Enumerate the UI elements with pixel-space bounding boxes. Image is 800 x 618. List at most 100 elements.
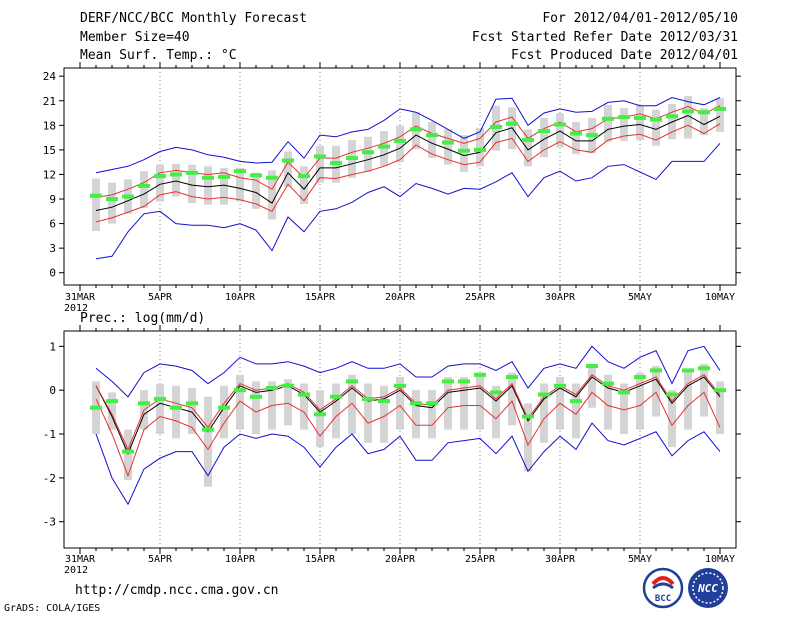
range-box: [716, 381, 724, 435]
range-box: [172, 385, 180, 439]
range-box: [460, 377, 468, 430]
range-box: [220, 385, 228, 439]
range-box: [348, 374, 356, 435]
range-box: [684, 95, 692, 139]
x-tick-label: 5MAY: [628, 292, 652, 303]
y-tick-label: 12: [43, 168, 56, 181]
chart-title: DERF/NCC/BCC Monthly Forecast: [80, 11, 307, 26]
x-tick-label: 31MAR: [65, 554, 96, 565]
x-tick-label: 30APR: [545, 554, 576, 565]
series-ensemble_mean: [95, 114, 721, 211]
range-box: [172, 163, 180, 197]
bcc-logo-text: BCC: [655, 594, 671, 604]
y-tick-label: 1: [49, 340, 56, 353]
range-box: [524, 403, 532, 472]
range-box: [316, 390, 324, 448]
range-box: [652, 366, 660, 417]
range-box: [572, 383, 580, 439]
range-box: [716, 98, 724, 132]
range-box: [444, 377, 452, 430]
range-box: [444, 129, 452, 165]
range-box: [156, 164, 164, 202]
range-box: [380, 385, 388, 443]
series-lower_stat: [95, 123, 721, 223]
range-box: [236, 167, 244, 202]
x-tick-label: 5APR: [148, 554, 173, 565]
range-box: [604, 374, 612, 430]
range-box: [604, 104, 612, 142]
y-tick-label: -3: [43, 516, 56, 529]
range-box: [108, 182, 116, 224]
range-box: [156, 383, 164, 435]
range-box: [492, 385, 500, 439]
series-upper_stat: [95, 374, 721, 451]
range-box: [108, 392, 116, 430]
ncc-logo: NCC: [688, 568, 728, 608]
range-box: [268, 170, 276, 220]
range-box: [700, 363, 708, 417]
x-tick-label: 25APR: [465, 554, 496, 565]
range-box: [300, 166, 308, 204]
y-tick-label: 0: [49, 384, 56, 397]
range-box: [364, 383, 372, 443]
x-tick-label: 10MAY: [705, 292, 735, 303]
x-tick-label: 10APR: [225, 292, 256, 303]
series-max: [95, 345, 721, 398]
refer-date: Fcst Started Refer Date 2012/03/31: [471, 30, 738, 45]
x-tick-label: 15APR: [305, 554, 336, 565]
y-tick-label: 15: [43, 144, 56, 157]
range-box: [364, 136, 372, 172]
y-tick-label: 3: [49, 242, 56, 255]
x-tick-label: 20APR: [385, 292, 416, 303]
range-box: [396, 125, 404, 163]
range-box: [140, 171, 148, 209]
x-tick-label: 31MAR: [65, 292, 96, 303]
produced-date: Fcst Produced Date 2012/04/01: [511, 48, 738, 63]
range-box: [460, 135, 468, 172]
range-box: [92, 178, 100, 231]
range-box: [476, 372, 484, 430]
logos: BCC NCC: [642, 567, 728, 609]
y-tick-label: 0: [49, 267, 56, 280]
range-box: [284, 151, 292, 187]
bcc-logo: BCC: [642, 567, 684, 609]
range-box: [428, 390, 436, 439]
series-upper_stat: [95, 105, 721, 198]
range-box: [588, 363, 596, 408]
range-box: [620, 383, 628, 435]
range-box: [188, 164, 196, 204]
y-tick-label: 21: [43, 95, 56, 108]
x-tick-label: 10APR: [225, 554, 256, 565]
range-box: [540, 383, 548, 443]
range-box: [508, 372, 516, 426]
range-box: [652, 109, 660, 146]
forecast-range: For 2012/04/01-2012/05/10: [542, 11, 738, 26]
grads-credit: GrADS: COLA/IGES: [4, 603, 101, 614]
y-tick-label: 6: [49, 218, 56, 231]
x-tick-label: 20APR: [385, 554, 416, 565]
x-tick-year: 2012: [64, 303, 88, 314]
y-tick-label: -1: [43, 428, 56, 441]
range-box: [636, 372, 644, 430]
x-tick-label: 5MAY: [628, 554, 652, 565]
series-lower_stat: [95, 391, 721, 478]
ncc-logo-text: NCC: [697, 582, 718, 595]
x-tick-label: 5APR: [148, 292, 173, 303]
series-ensemble_mean: [95, 376, 721, 455]
range-box: [284, 379, 292, 426]
range-box: [252, 381, 260, 435]
source-url[interactable]: http://cmdp.ncc.cma.gov.cn: [75, 583, 279, 598]
range-box: [204, 166, 212, 205]
range-box: [700, 108, 708, 136]
range-box: [412, 390, 420, 439]
range-box: [572, 122, 580, 154]
variable-label: Mean Surf. Temp.: °C: [80, 48, 237, 63]
precip-panel-label: Prec.: log(mm/d): [80, 311, 205, 326]
range-box: [428, 122, 436, 159]
range-box: [332, 383, 340, 439]
range-box: [204, 396, 212, 487]
range-box: [236, 374, 244, 430]
